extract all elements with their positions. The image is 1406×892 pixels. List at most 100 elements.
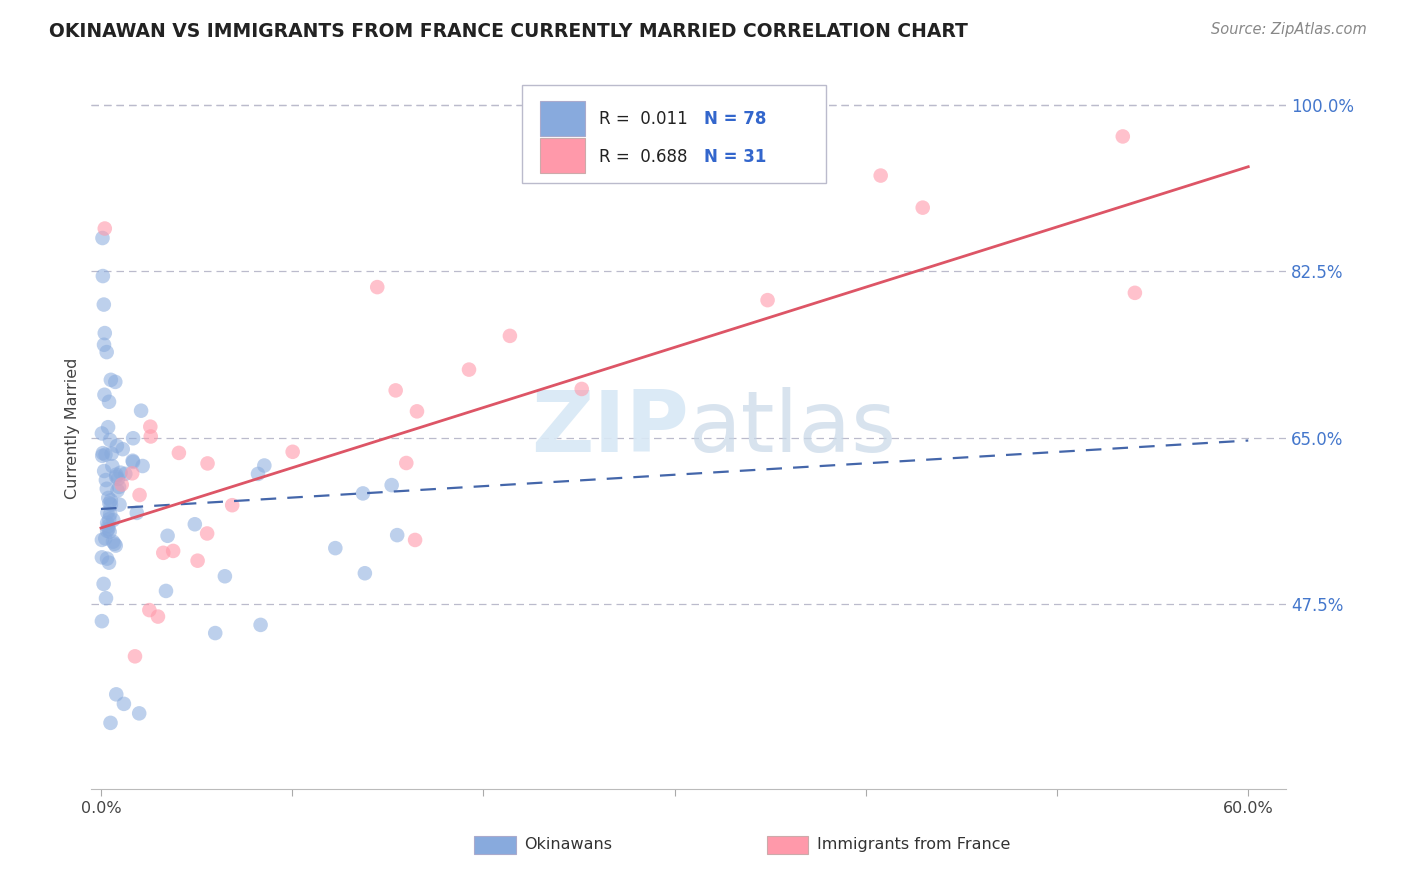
Bar [766, 837, 808, 855]
Point [96, 524, 118, 538]
Point [101, 459, 124, 474]
Point [124, 649, 146, 664]
Point [94, 473, 117, 487]
Point [253, 458, 276, 473]
Point [381, 478, 404, 492]
Point [100, 715, 122, 730]
Point [94, 326, 117, 340]
Point [664, 164, 686, 178]
Point [406, 404, 429, 418]
Text: N = 31: N = 31 [704, 148, 766, 166]
Point [111, 477, 134, 491]
Point [108, 498, 131, 512]
Point [249, 618, 271, 632]
Point [98, 556, 121, 570]
Point [98, 496, 121, 510]
Point [105, 467, 128, 482]
Point [93, 577, 115, 591]
Point [104, 375, 127, 389]
Text: R =  0.688: R = 0.688 [599, 148, 688, 166]
Point [152, 546, 174, 560]
Point [97, 420, 120, 434]
Point [458, 362, 481, 376]
Point [94, 591, 117, 606]
Bar [540, 138, 585, 173]
Bar [540, 101, 585, 136]
Point [247, 467, 270, 481]
Point [103, 537, 125, 551]
Point [98, 512, 121, 526]
Point [756, 293, 779, 307]
Point [105, 439, 128, 453]
Point [121, 454, 143, 468]
Y-axis label: Currently Married: Currently Married [65, 358, 80, 499]
Point [110, 466, 132, 480]
Point [94, 448, 117, 462]
Point [105, 469, 128, 483]
Point [1123, 285, 1146, 300]
Point [104, 539, 127, 553]
Point [90, 533, 112, 547]
Text: R =  0.011: R = 0.011 [599, 110, 688, 128]
Point [167, 446, 190, 460]
Point [101, 534, 124, 549]
Point [90, 614, 112, 628]
Point [96, 506, 118, 520]
FancyBboxPatch shape [522, 85, 827, 183]
Point [90, 426, 112, 441]
Text: ZIP: ZIP [531, 386, 689, 470]
Point [96, 345, 118, 359]
Text: OKINAWAN VS IMMIGRANTS FROM FRANCE CURRENTLY MARRIED CORRELATION CHART: OKINAWAN VS IMMIGRANTS FROM FRANCE CURRE… [49, 22, 969, 41]
Point [354, 566, 377, 581]
Point [100, 498, 122, 512]
Point [90, 550, 112, 565]
Point [195, 526, 218, 541]
Point [187, 554, 209, 568]
Point [100, 493, 122, 508]
Point [103, 513, 125, 527]
Point [98, 394, 121, 409]
Point [155, 583, 177, 598]
Point [404, 533, 426, 547]
Point [138, 603, 160, 617]
Point [121, 467, 143, 481]
Point [204, 626, 226, 640]
Point [112, 697, 135, 711]
Point [128, 706, 150, 721]
Point [122, 455, 145, 469]
Point [323, 541, 346, 555]
Text: Immigrants from France: Immigrants from France [817, 837, 1010, 852]
Point [105, 687, 128, 701]
Point [162, 544, 184, 558]
Point [107, 483, 129, 498]
Point [97, 491, 120, 505]
Point [100, 373, 122, 387]
Point [93, 338, 115, 352]
Point [91, 446, 114, 460]
Point [98, 507, 121, 521]
Point [100, 447, 122, 461]
Point [128, 488, 150, 502]
Point [385, 528, 408, 542]
Point [94, 221, 117, 235]
Point [97, 519, 120, 533]
Point [146, 609, 169, 624]
Point [114, 467, 136, 481]
Point [911, 201, 934, 215]
Point [94, 532, 117, 546]
Point [1112, 129, 1135, 144]
Point [125, 506, 148, 520]
Point [98, 524, 121, 539]
Point [156, 529, 179, 543]
Text: Okinawans: Okinawans [524, 837, 612, 852]
Text: N = 78: N = 78 [704, 110, 766, 128]
Point [139, 429, 162, 443]
Point [221, 498, 243, 512]
Point [107, 472, 129, 486]
Bar [474, 837, 516, 855]
Point [869, 169, 891, 183]
Point [131, 458, 153, 473]
Point [91, 268, 114, 283]
Point [111, 442, 134, 457]
Point [93, 464, 115, 478]
